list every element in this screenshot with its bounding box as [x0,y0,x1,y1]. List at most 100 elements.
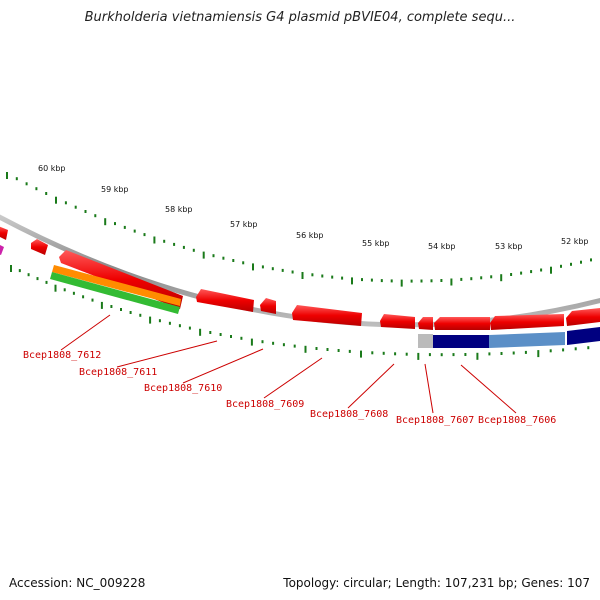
gene-label-bcep1808-7608[interactable]: Bcep1808_7608 [310,409,388,420]
feature-light-blue-segment [489,332,565,348]
scale-tick [301,272,304,279]
scale-tick [420,279,423,283]
scale-label-58kbp: 58 kbp [165,205,193,214]
gene-label-bcep1808-7611[interactable]: Bcep1808_7611 [79,367,157,378]
feature-dark-blue-segment [433,335,489,348]
gene-label-bcep1808-7610[interactable]: Bcep1808_7610 [144,383,222,394]
cds-arrow[interactable] [418,317,433,330]
scale-tick [54,284,57,292]
scale-tick [394,352,397,356]
scale-tick [400,279,403,287]
scale-tick [587,346,590,350]
feature-dark-blue-segment [567,327,600,345]
cds-arrow[interactable] [490,314,564,330]
scale-tick [590,258,592,262]
scale-tick [488,352,491,356]
map-title: Burkholderia vietnamiensis G4 plasmid pB… [84,10,516,25]
scale-tick [382,351,385,355]
scale-tick [139,313,142,317]
scale-tick [209,331,212,334]
gene-label-bcep1808-7607[interactable]: Bcep1808_7607 [396,415,474,426]
scale-tick [570,262,572,266]
scale-tick [261,340,264,344]
scale-tick [133,229,136,233]
scale-tick [348,349,351,353]
scale-tick [304,345,307,353]
scale-tick [512,351,515,355]
accession-text: Accession: NC_009228 [9,576,146,590]
scale-labels: 60 kbp 59 kbp 58 kbp 57 kbp 56 kbp 55 kb… [38,164,589,251]
scale-tick [94,214,97,218]
cds-arrow[interactable] [380,314,415,329]
gene-label-bcep1808-7612[interactable]: Bcep1808_7612 [23,350,101,361]
scale-tick [178,324,181,328]
scale-tick [540,268,543,272]
scale-label-55kbp: 55 kbp [362,239,390,248]
scale-tick [464,353,467,356]
cds-arrow[interactable] [196,289,254,312]
scale-tick [84,210,87,213]
scale-tick [321,274,324,278]
gene-label-bcep1808-7606[interactable]: Bcep1808_7606 [478,415,556,426]
scale-tick [452,353,455,357]
scale-tick [163,239,166,243]
scale-tick [361,278,363,282]
scale-tick [351,277,353,285]
scale-tick [182,245,185,249]
leader-line [424,363,434,414]
scale-tick [173,242,176,246]
scale-tick [311,273,314,277]
scale-tick [15,177,18,181]
scale-tick [550,266,552,274]
scale-tick [212,254,215,258]
scale-tick [537,350,540,358]
scale-tick [240,336,243,340]
cds-arrow[interactable] [566,308,600,326]
scale-tick [129,311,132,314]
scale-tick [45,192,48,195]
scale-tick [10,265,12,272]
scale-tick [143,233,146,237]
scale-tick [282,343,285,347]
scale-tick [242,261,245,265]
gene-label-bcep1808-7609[interactable]: Bcep1808_7609 [226,399,304,410]
scale-tick [202,251,205,259]
scale-tick [410,279,413,283]
scale-tick [168,321,171,325]
scale-tick [500,352,503,355]
scale-tick [281,268,284,272]
label-leader-lines [60,314,517,414]
scale-tick [337,349,340,352]
scale-tick [74,205,77,209]
cds-arrow[interactable] [292,305,362,326]
scale-tick [158,319,161,323]
scale-tick [36,277,39,281]
cds-arrow[interactable] [0,226,8,240]
scale-tick [331,275,334,279]
scale-tick [291,270,294,274]
scale-tick [341,276,344,280]
scale-tick [560,264,562,268]
scale-tick [470,277,473,281]
scale-tick [100,301,103,309]
feature-green-track [50,272,180,314]
scale-tick [390,279,393,283]
scale-tick [490,275,493,279]
scale-tick [360,350,362,358]
scale-tick [460,277,463,281]
scale-label-52kbp: 52 kbp [561,237,589,246]
scale-tick [25,182,28,186]
scale-tick [440,279,443,282]
cds-arrow[interactable] [434,317,490,330]
scale-tick [480,276,483,280]
cds-arrow[interactable] [31,239,48,255]
scale-tick [192,248,195,252]
scale-tick [45,280,48,284]
scale-tick [82,295,85,299]
scale-tick [64,201,67,205]
cds-arrow[interactable] [260,298,276,314]
scale-tick [104,218,107,226]
scale-label-56kbp: 56 kbp [296,231,324,240]
leader-line [263,357,323,399]
scale-label-60kbp: 60 kbp [38,164,66,173]
